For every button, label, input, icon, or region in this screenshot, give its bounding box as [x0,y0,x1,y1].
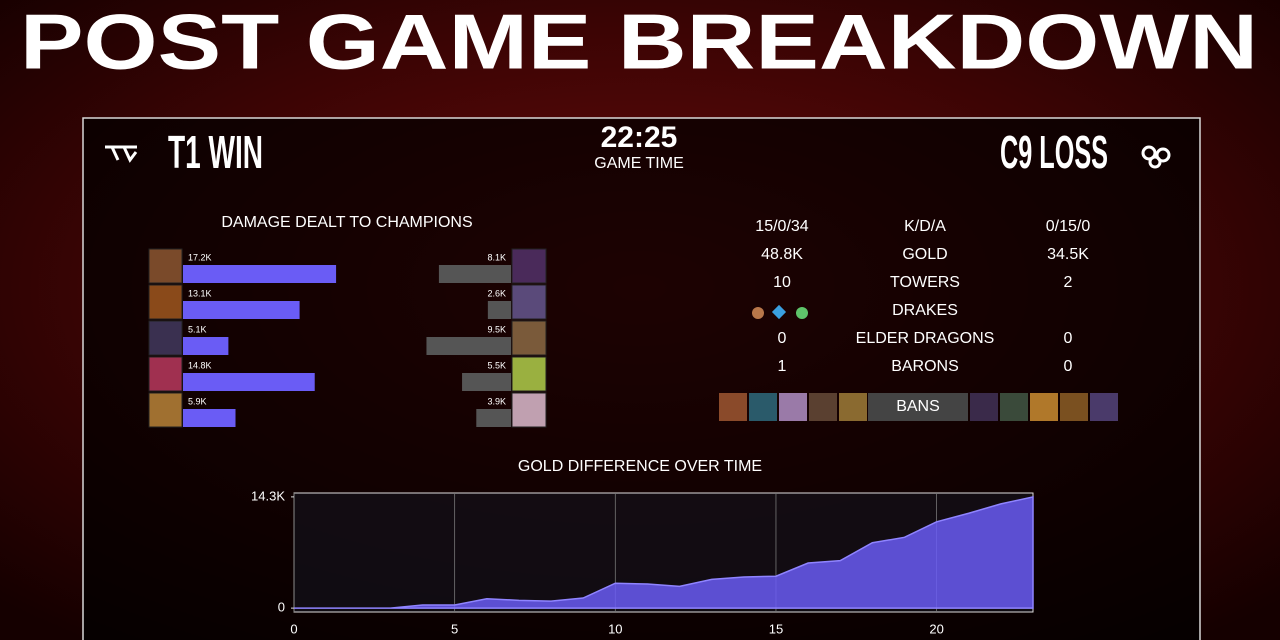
game-time: 22:25 [601,121,678,154]
bar-label: 3.9K [487,396,506,406]
area [294,495,1034,609]
game-time-label: GAME TIME [594,155,684,172]
champion-icon [511,248,547,284]
stat-label: BARONS [891,358,959,375]
champion-icon [511,356,547,392]
stat-right: 0 [1064,358,1073,375]
stat-right: 0 [1064,330,1073,347]
bar-label: 13.1K [188,288,212,298]
bar-label: 2.6K [487,288,506,298]
t1-logo [105,145,138,163]
stat-right: 34.5K [1047,246,1089,263]
bar [183,409,236,427]
stat-label: TOWERS [890,274,960,291]
team-right-result: C9 LOSS [1000,126,1108,178]
bar-label: 9.5K [487,324,506,334]
stat-right: 0/15/0 [1046,218,1091,235]
bar [487,301,511,319]
bar [462,373,511,391]
c9-logo [1141,145,1171,169]
x-tick-label: 10 [608,621,622,636]
drake-icons [752,304,808,320]
x-tick-label: 20 [929,621,943,636]
stat-label: GOLD [902,246,947,263]
x-tick-label: 5 [451,621,458,636]
stat-left: 48.8K [761,246,803,263]
champion-icon [511,320,547,356]
x-tick-label: 15 [769,621,783,636]
bar-label: 5.9K [188,396,207,406]
stat-right: 2 [1064,274,1073,291]
stat-left: 0 [778,330,787,347]
team-left-result: T1 WIN [168,126,263,178]
x-tick-label: 0 [290,621,297,636]
champion-icon [511,284,547,320]
bans-label: BANS [896,398,940,415]
bar-label: 5.5K [487,360,506,370]
damage-title: DAMAGE DEALT TO CHAMPIONS [221,214,472,231]
stat-left: 15/0/34 [755,218,808,235]
stat-label: DRAKES [892,302,958,319]
gold-title: GOLD DIFFERENCE OVER TIME [518,458,762,475]
stat-left: 1 [778,358,787,375]
y-tick-label: 0 [278,600,285,615]
bar-label: 8.1K [487,252,506,262]
bar [476,409,511,427]
bar [438,265,511,283]
champion-icon [511,392,547,428]
stat-left: 10 [773,274,791,291]
bans-box [868,393,968,421]
champion-icon [148,248,183,284]
champion-icon [148,284,183,320]
bar [426,337,511,355]
bar-label: 5.1K [188,324,207,334]
page-title: POST GAME BREAKDOWN [20,0,1258,86]
champion-icon [148,320,183,356]
bar [183,337,229,355]
bar [183,301,300,319]
champion-icon [148,392,183,428]
bar [183,373,315,391]
y-tick-label: 14.3K [251,488,285,503]
bar [183,265,337,283]
stat-label: ELDER DRAGONS [856,330,995,347]
ban-icons [719,393,1118,421]
bar-label: 17.2K [188,252,212,262]
stat-label: K/D/A [904,218,946,235]
bar-label: 14.8K [188,360,212,370]
champion-icon [148,356,183,392]
